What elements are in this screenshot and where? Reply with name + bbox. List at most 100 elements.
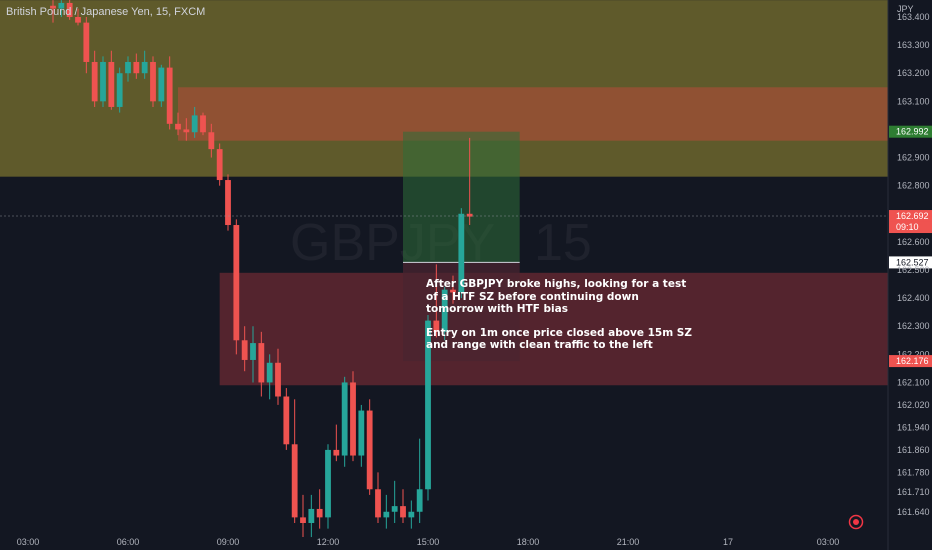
candle[interactable] [191, 106, 198, 138]
price-tick-label: 162.500 [897, 265, 930, 275]
settings-button[interactable] [848, 514, 864, 530]
candle[interactable] [458, 208, 465, 299]
candle[interactable] [175, 112, 181, 136]
settings-ring-icon [848, 514, 864, 530]
candle[interactable] [358, 404, 365, 467]
time-tick-label: 15:00 [417, 537, 440, 547]
candle-body [125, 61, 131, 74]
candle-body [83, 22, 90, 62]
candle-body [375, 489, 381, 518]
candle[interactable] [241, 326, 248, 372]
candle[interactable] [400, 489, 406, 523]
price-axis-currency: JPY [897, 4, 914, 14]
target-price-tag-background [889, 125, 932, 138]
candle[interactable] [233, 219, 240, 355]
candle[interactable] [225, 174, 231, 231]
price-axis-background [888, 0, 932, 550]
candle[interactable] [108, 50, 115, 110]
candle-body [66, 2, 73, 17]
candle-body [433, 320, 440, 332]
symbol-title[interactable]: British Pound / Japanese Yen, 15, FXCM [6, 6, 206, 18]
candle[interactable] [266, 354, 273, 400]
lower-red-zone[interactable] [219, 272, 888, 386]
price-axis[interactable]: 163.400 163.300 163.200 163.100 162.992 162.9… [887, 0, 932, 550]
candle[interactable] [366, 399, 373, 495]
time-tick-label: 09:00 [217, 537, 240, 547]
candle-body [133, 61, 140, 74]
candle[interactable] [350, 371, 356, 462]
candle-body [250, 343, 256, 360]
candle[interactable] [75, 8, 81, 26]
candle[interactable] [416, 438, 423, 523]
candle[interactable] [133, 53, 140, 79]
candle-body [366, 410, 373, 490]
last-price-tag: 162.692 [896, 211, 929, 221]
time-tick-label: 21:00 [617, 537, 640, 547]
candle[interactable] [433, 264, 440, 338]
candle[interactable] [83, 17, 90, 74]
upper-red-zone[interactable] [178, 87, 888, 141]
candle[interactable] [333, 424, 340, 462]
candle[interactable] [125, 56, 131, 82]
candle[interactable] [283, 388, 290, 450]
price-tick-label: 163.100 [897, 96, 930, 106]
candle-body [466, 213, 473, 217]
candle-body [208, 132, 215, 150]
candle[interactable] [208, 123, 215, 158]
candle[interactable] [50, 0, 56, 23]
candle-body [325, 449, 331, 518]
stop-price-tag-background [889, 355, 932, 368]
candle-body [316, 508, 323, 518]
candle-body [183, 129, 190, 133]
candle[interactable] [141, 50, 148, 79]
candle[interactable] [91, 50, 98, 107]
candle[interactable] [116, 67, 123, 113]
price-tick-label: 161.710 [897, 487, 930, 497]
candle[interactable] [391, 480, 398, 523]
candle[interactable] [100, 56, 106, 107]
settings-dot-icon [853, 519, 859, 525]
candle[interactable] [216, 143, 223, 186]
candle[interactable] [258, 331, 265, 397]
candle[interactable] [150, 56, 156, 107]
candle[interactable] [166, 56, 173, 130]
countdown-tag-background [889, 221, 932, 234]
candle-body [158, 67, 165, 102]
price-tick-label: 162.100 [897, 377, 930, 387]
time-axis[interactable]: 03:00 06:00 09:00 12:00 15:00 18:00 21:00 17 03:… [17, 537, 840, 547]
candle[interactable] [66, 0, 73, 20]
candle[interactable] [316, 489, 323, 529]
candle[interactable] [291, 399, 298, 523]
price-tick-label: 162.300 [897, 321, 930, 331]
candle[interactable] [275, 348, 281, 405]
watermark-interval: 15 [534, 214, 592, 272]
candle-body [141, 61, 148, 74]
time-tick-label: 17 [723, 537, 733, 547]
candle-body [383, 511, 390, 518]
candle[interactable] [383, 494, 390, 529]
candle[interactable] [308, 494, 315, 538]
candle[interactable] [441, 286, 448, 341]
candle[interactable] [158, 64, 165, 107]
price-tick-label: 161.860 [897, 445, 930, 455]
candle-body [275, 362, 281, 397]
candle-body [166, 67, 173, 124]
candle[interactable] [341, 376, 348, 467]
candle[interactable] [300, 494, 306, 538]
candle[interactable] [200, 112, 206, 136]
candle-body [75, 17, 81, 23]
candle[interactable] [325, 444, 331, 529]
price-tick-label: 162.900 [897, 153, 930, 163]
candle[interactable] [408, 500, 415, 529]
candle[interactable] [466, 137, 473, 226]
candle[interactable] [425, 314, 431, 501]
candle[interactable] [450, 275, 456, 304]
candle[interactable] [58, 0, 65, 17]
candle[interactable] [250, 326, 256, 383]
candle[interactable] [183, 118, 190, 141]
price-tick-label: 163.300 [897, 40, 930, 50]
candle[interactable] [375, 472, 381, 523]
price-tick-label: 161.780 [897, 467, 930, 477]
candle-body [408, 511, 415, 518]
